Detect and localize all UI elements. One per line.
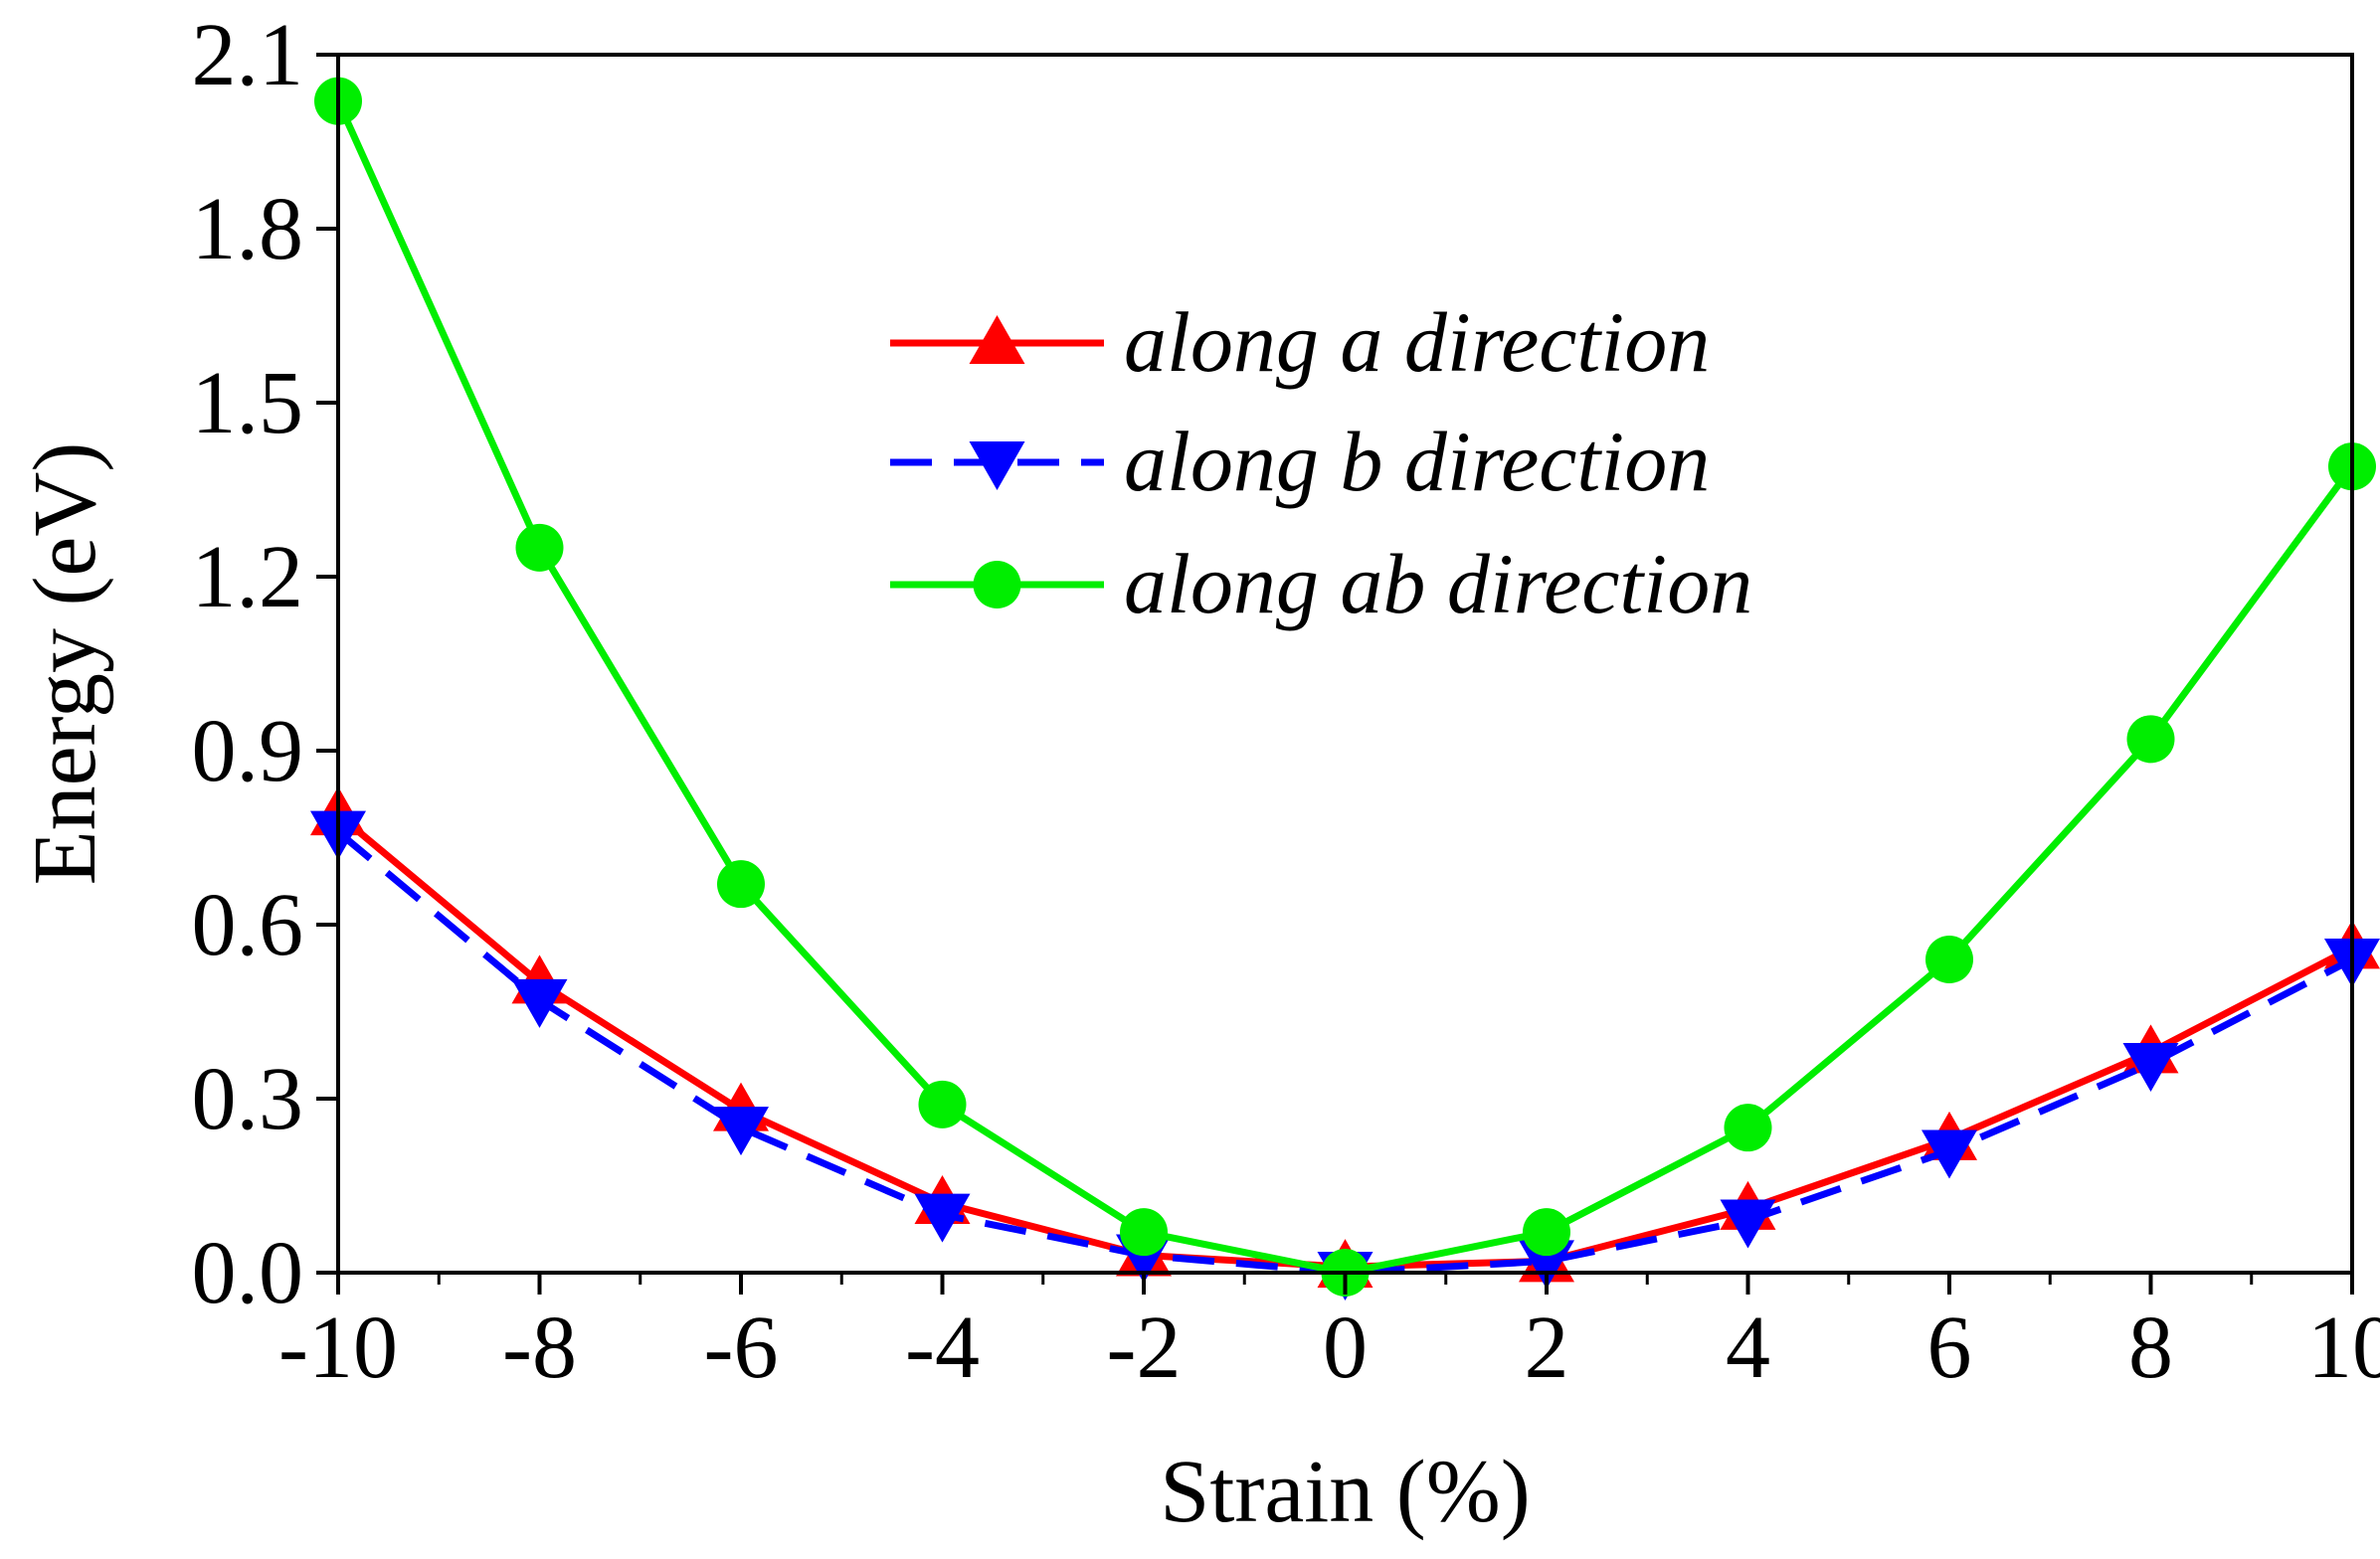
series-b-point: [1922, 1129, 1977, 1179]
x-tick-label: -4: [905, 1299, 980, 1397]
y-tick-label: 2.1: [192, 6, 304, 104]
series-a-line: [335, 811, 2354, 1271]
series-b-point: [1519, 1240, 1574, 1290]
x-tick-label: 10: [2307, 1299, 2380, 1397]
series-b-point: [2122, 1043, 2179, 1092]
series-b-point: [1720, 1199, 1776, 1249]
y-tick-label: 0.3: [192, 1050, 304, 1148]
x-tick-label: -6: [704, 1299, 779, 1397]
y-tick-label: 1.2: [192, 528, 304, 626]
legend-a-marker: [969, 315, 1025, 364]
y-tick-label: 0.0: [192, 1224, 304, 1322]
x-tick-label: 8: [2128, 1299, 2173, 1397]
legend-b-marker: [969, 441, 1025, 490]
series-ab-point: [717, 860, 765, 909]
y-tick-label: 1.8: [192, 180, 304, 278]
legend-b-label: along b direction: [1124, 414, 1710, 509]
y-tick-label: 0.9: [192, 702, 304, 800]
series-ab-point: [1120, 1208, 1168, 1257]
plot-frame: [336, 53, 2354, 1275]
series-ab-point: [1523, 1208, 1570, 1257]
series-ab-point: [2126, 715, 2175, 764]
legend-a-label: along a direction: [1124, 294, 1710, 390]
series-b-point: [914, 1193, 971, 1243]
x-tick-label: -8: [502, 1299, 577, 1397]
series-ab-point: [918, 1080, 967, 1128]
y-tick-label: 0.6: [192, 876, 304, 974]
series-ab-point: [1925, 936, 1973, 983]
legend-ab-label: along ab direction: [1124, 536, 1752, 631]
x-axis-title: Strain (%): [1160, 1443, 1530, 1541]
y-axis-title: Energy (eV): [16, 442, 114, 886]
series-b-point: [713, 1107, 769, 1156]
legend: along a direction along b direction along …: [890, 294, 1752, 631]
y-tick-label: 1.5: [192, 354, 304, 452]
series-layer: [310, 77, 2380, 1300]
ticks-layer: -10 -8 -6 -4 -2 0 2 4 6 8 10 0.0 0.3 0.6 0.9 1.2 1.5 1.8 2…: [192, 6, 2380, 1397]
series-b-line: [335, 828, 2354, 1277]
series-ab-point: [515, 523, 564, 572]
series-ab-point: [1724, 1104, 1772, 1152]
x-tick-label: 6: [1927, 1299, 1972, 1397]
x-tick-label: 2: [1525, 1299, 1569, 1397]
x-tick-label: 0: [1323, 1299, 1368, 1397]
legend-ab-marker: [973, 561, 1021, 608]
x-tick-label: -2: [1107, 1299, 1182, 1397]
x-tick-label: -10: [278, 1299, 398, 1397]
x-tick-label: 4: [1726, 1299, 1770, 1397]
series-b-point: [511, 978, 568, 1028]
